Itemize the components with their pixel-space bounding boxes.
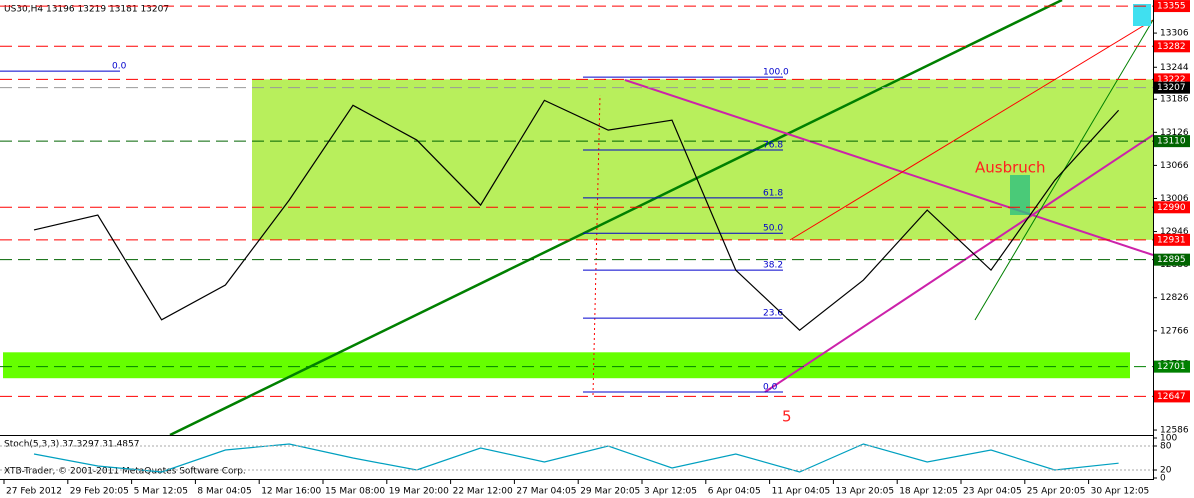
fib-label: 50.0 xyxy=(763,224,783,234)
level-label: 12647 xyxy=(1157,392,1186,402)
fib-label: 38.2 xyxy=(763,261,783,271)
fib-label: 0.0 xyxy=(763,382,778,392)
y-tick-label: 13066 xyxy=(1160,161,1189,171)
x-tick-label: 29 Feb 20:05 xyxy=(70,487,129,497)
y-tick-label: 13126 xyxy=(1160,128,1189,138)
price-line xyxy=(33,99,1120,332)
x-tick-label: 30 Apr 12:05 xyxy=(1091,487,1150,497)
level-box xyxy=(1154,0,1190,13)
x-tick-label: 18 Apr 12:05 xyxy=(899,487,958,497)
y-tick-label: 20 xyxy=(1160,466,1172,476)
y-tick-label: 0 xyxy=(1160,474,1166,484)
price-line xyxy=(33,443,1119,473)
x-tick-label: 27 Feb 2012 xyxy=(6,487,62,497)
fib-label: 76.8 xyxy=(763,140,783,150)
y-tick-label: 13006 xyxy=(1160,194,1189,204)
level-box xyxy=(1154,360,1190,373)
x-tick-label: 8 Mar 04:05 xyxy=(197,487,251,497)
x-tick-label: 25 Apr 20:05 xyxy=(1027,487,1086,497)
indicator-title: Stoch(5,3,3) 37.3297 31.4857 xyxy=(4,440,139,450)
marker-box xyxy=(1010,175,1030,215)
x-tick-label: 19 Mar 20:00 xyxy=(389,487,449,497)
y-tick-label: 12766 xyxy=(1160,326,1189,336)
trend-line xyxy=(764,134,1154,393)
channel-line xyxy=(789,19,1154,241)
chart-title: US30,H4 13196 13219 13181 13207 xyxy=(4,5,169,15)
level-box xyxy=(1154,201,1190,214)
level-box xyxy=(1154,390,1190,403)
fib-label: 0.0 xyxy=(112,62,127,72)
y-tick-label: 13244 xyxy=(1160,63,1189,73)
trend-line xyxy=(624,79,1154,256)
x-tick-label: 3 Apr 12:05 xyxy=(644,487,697,497)
level-box xyxy=(1154,40,1190,53)
fib-label: 23.6 xyxy=(763,309,783,319)
y-tick-label: 12586 xyxy=(1160,426,1189,436)
level-label: 13222 xyxy=(1157,75,1186,85)
fib-label: 61.8 xyxy=(763,188,783,198)
x-tick-label: 15 Mar 08:00 xyxy=(325,487,385,497)
level-label: 12895 xyxy=(1157,255,1186,265)
level-label: 13355 xyxy=(1157,2,1186,12)
y-tick-label: 12826 xyxy=(1160,293,1189,303)
fib-label: 100.0 xyxy=(763,68,789,78)
x-tick-label: 22 Mar 12:00 xyxy=(453,487,513,497)
x-tick-label: 27 Mar 04:05 xyxy=(516,487,576,497)
level-label: 13282 xyxy=(1157,42,1186,52)
fib-vertical xyxy=(592,94,601,396)
y-tick-label: 12946 xyxy=(1160,227,1189,237)
x-tick-label: 6 Apr 04:05 xyxy=(708,487,761,497)
x-tick-label: 29 Mar 20:05 xyxy=(580,487,640,497)
level-box xyxy=(1154,135,1190,148)
zone xyxy=(3,352,1130,379)
x-tick-label: 11 Apr 04:05 xyxy=(772,487,831,497)
level-label: 12990 xyxy=(1157,203,1186,213)
x-tick-label: 13 Apr 20:05 xyxy=(835,487,894,497)
level-label: 13207 xyxy=(1157,83,1186,93)
x-tick-label: 5 Mar 12:05 xyxy=(134,487,188,497)
trend-line xyxy=(169,0,1063,437)
annotation: 5 xyxy=(782,408,792,426)
marker-box xyxy=(1133,4,1151,26)
level-label: 12701 xyxy=(1157,362,1186,372)
y-tick-label: 80 xyxy=(1160,442,1172,452)
level-box xyxy=(1154,253,1190,266)
x-tick-label: 12 Mar 16:00 xyxy=(261,487,321,497)
level-box xyxy=(1154,233,1190,246)
level-label: 12931 xyxy=(1157,235,1186,245)
level-box xyxy=(1154,81,1190,94)
y-tick-label: 100 xyxy=(1160,434,1177,444)
annotation: Ausbruch xyxy=(975,159,1046,177)
y-tick-label: 13306 xyxy=(1160,29,1189,39)
y-tick-label: 13186 xyxy=(1160,95,1189,105)
x-tick-label: 23 Apr 04:05 xyxy=(963,487,1022,497)
level-label: 13110 xyxy=(1157,137,1186,147)
footer: XTB-Trader, © 2001-2011 MetaQuotes Softw… xyxy=(4,467,246,477)
